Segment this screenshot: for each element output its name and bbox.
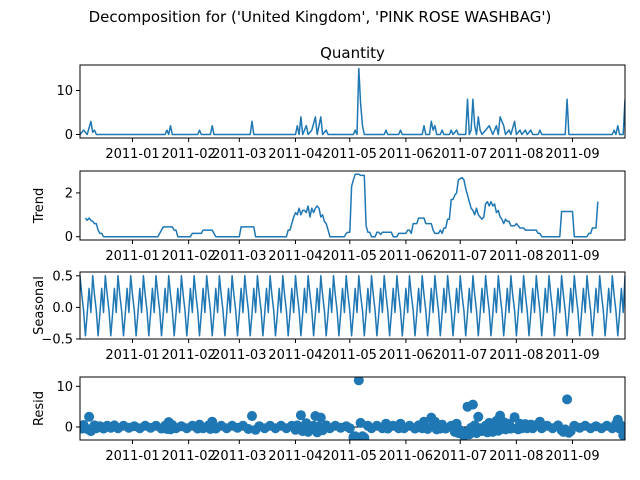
x-tick-label-seasonal: 2011-03 bbox=[212, 348, 266, 363]
x-tick-label-seasonal: 2011-04 bbox=[268, 348, 322, 363]
x-tick-label-observed: 2011-04 bbox=[268, 147, 322, 162]
x-tick-label-resid: 2011-07 bbox=[433, 449, 487, 464]
y-tick-label-observed: 10 bbox=[56, 84, 73, 99]
x-tick-label-resid: 2011-08 bbox=[489, 449, 543, 464]
seasonal-line bbox=[80, 275, 625, 337]
y-tick-label-seasonal: −0.5 bbox=[41, 333, 73, 348]
y-tick-label-resid: 0 bbox=[65, 420, 73, 435]
x-tick-label-seasonal: 2011-07 bbox=[433, 348, 487, 363]
x-tick-label-resid: 2011-02 bbox=[161, 449, 215, 464]
x-tick-label-observed: 2011-09 bbox=[545, 147, 599, 162]
resid-point bbox=[467, 399, 478, 410]
x-tick-label-trend: 2011-03 bbox=[212, 249, 266, 264]
plot-area-trend bbox=[84, 173, 599, 238]
y-axis-label-seasonal: Seasonal bbox=[32, 276, 47, 335]
observed-line bbox=[80, 67, 625, 136]
x-tick-label-seasonal: 2011-09 bbox=[545, 348, 599, 363]
x-tick-label-resid: 2011-03 bbox=[212, 449, 266, 464]
x-tick-label-trend: 2011-05 bbox=[323, 249, 377, 264]
plot-area-observed bbox=[80, 67, 625, 136]
x-tick-label-observed: 2011-03 bbox=[212, 147, 266, 162]
x-tick-label-observed: 2011-07 bbox=[433, 147, 487, 162]
x-tick-label-observed: 2011-05 bbox=[323, 147, 377, 162]
x-tick-label-trend: 2011-01 bbox=[105, 249, 159, 264]
resid-point bbox=[84, 411, 95, 422]
x-tick-label-trend: 2011-07 bbox=[433, 249, 487, 264]
x-tick-label-trend: 2011-02 bbox=[161, 249, 215, 264]
x-tick-label-resid: 2011-09 bbox=[545, 449, 599, 464]
resid-point bbox=[359, 432, 370, 440]
x-tick-label-trend: 2011-09 bbox=[545, 249, 599, 264]
axes-frame-observed bbox=[79, 64, 626, 139]
figure-suptitle: Decomposition for ('United Kingdom', 'PI… bbox=[89, 8, 552, 26]
x-tick-label-trend: 2011-04 bbox=[268, 249, 322, 264]
x-tick-label-seasonal: 2011-06 bbox=[379, 348, 433, 363]
resid-point bbox=[473, 411, 484, 422]
resid-point bbox=[618, 430, 625, 440]
panel-title-observed: Quantity bbox=[320, 44, 385, 62]
resid-point bbox=[616, 420, 625, 431]
resid-point bbox=[353, 377, 364, 386]
x-tick-label-resid: 2011-06 bbox=[379, 449, 433, 464]
y-axis-label-trend: Trend bbox=[32, 188, 47, 225]
resid-point bbox=[315, 412, 326, 423]
resid-point bbox=[295, 410, 306, 421]
y-tick-label-trend: 0 bbox=[65, 230, 73, 245]
axes-frame-seasonal bbox=[79, 271, 626, 340]
y-tick-label-seasonal: 0.5 bbox=[52, 269, 73, 284]
x-tick-label-seasonal: 2011-01 bbox=[105, 348, 159, 363]
x-tick-label-resid: 2011-01 bbox=[105, 449, 159, 464]
trend-line bbox=[84, 173, 599, 238]
x-tick-label-seasonal: 2011-05 bbox=[323, 348, 377, 363]
x-tick-label-resid: 2011-05 bbox=[323, 449, 377, 464]
axes-frame-trend bbox=[79, 170, 626, 241]
resid-point bbox=[562, 394, 573, 405]
x-tick-label-resid: 2011-04 bbox=[268, 449, 322, 464]
x-tick-label-seasonal: 2011-08 bbox=[489, 348, 543, 363]
resid-point bbox=[247, 411, 257, 421]
y-tick-label-observed: 0 bbox=[65, 128, 73, 143]
y-tick-label-trend: 2 bbox=[65, 186, 73, 201]
x-tick-label-trend: 2011-06 bbox=[379, 249, 433, 264]
x-tick-label-trend: 2011-08 bbox=[489, 249, 543, 264]
y-tick-label-resid: 10 bbox=[56, 380, 73, 395]
axes-frame-resid bbox=[79, 376, 626, 441]
x-tick-label-seasonal: 2011-02 bbox=[161, 348, 215, 363]
x-tick-label-observed: 2011-01 bbox=[105, 147, 159, 162]
x-tick-label-observed: 2011-08 bbox=[489, 147, 543, 162]
x-tick-label-observed: 2011-06 bbox=[379, 147, 433, 162]
y-axis-label-resid: Resid bbox=[32, 391, 47, 426]
plot-area-seasonal bbox=[80, 275, 625, 337]
x-tick-label-observed: 2011-02 bbox=[161, 147, 215, 162]
plot-area-resid bbox=[80, 377, 625, 440]
resid-point bbox=[344, 423, 355, 434]
y-tick-label-seasonal: 0.0 bbox=[52, 301, 73, 316]
